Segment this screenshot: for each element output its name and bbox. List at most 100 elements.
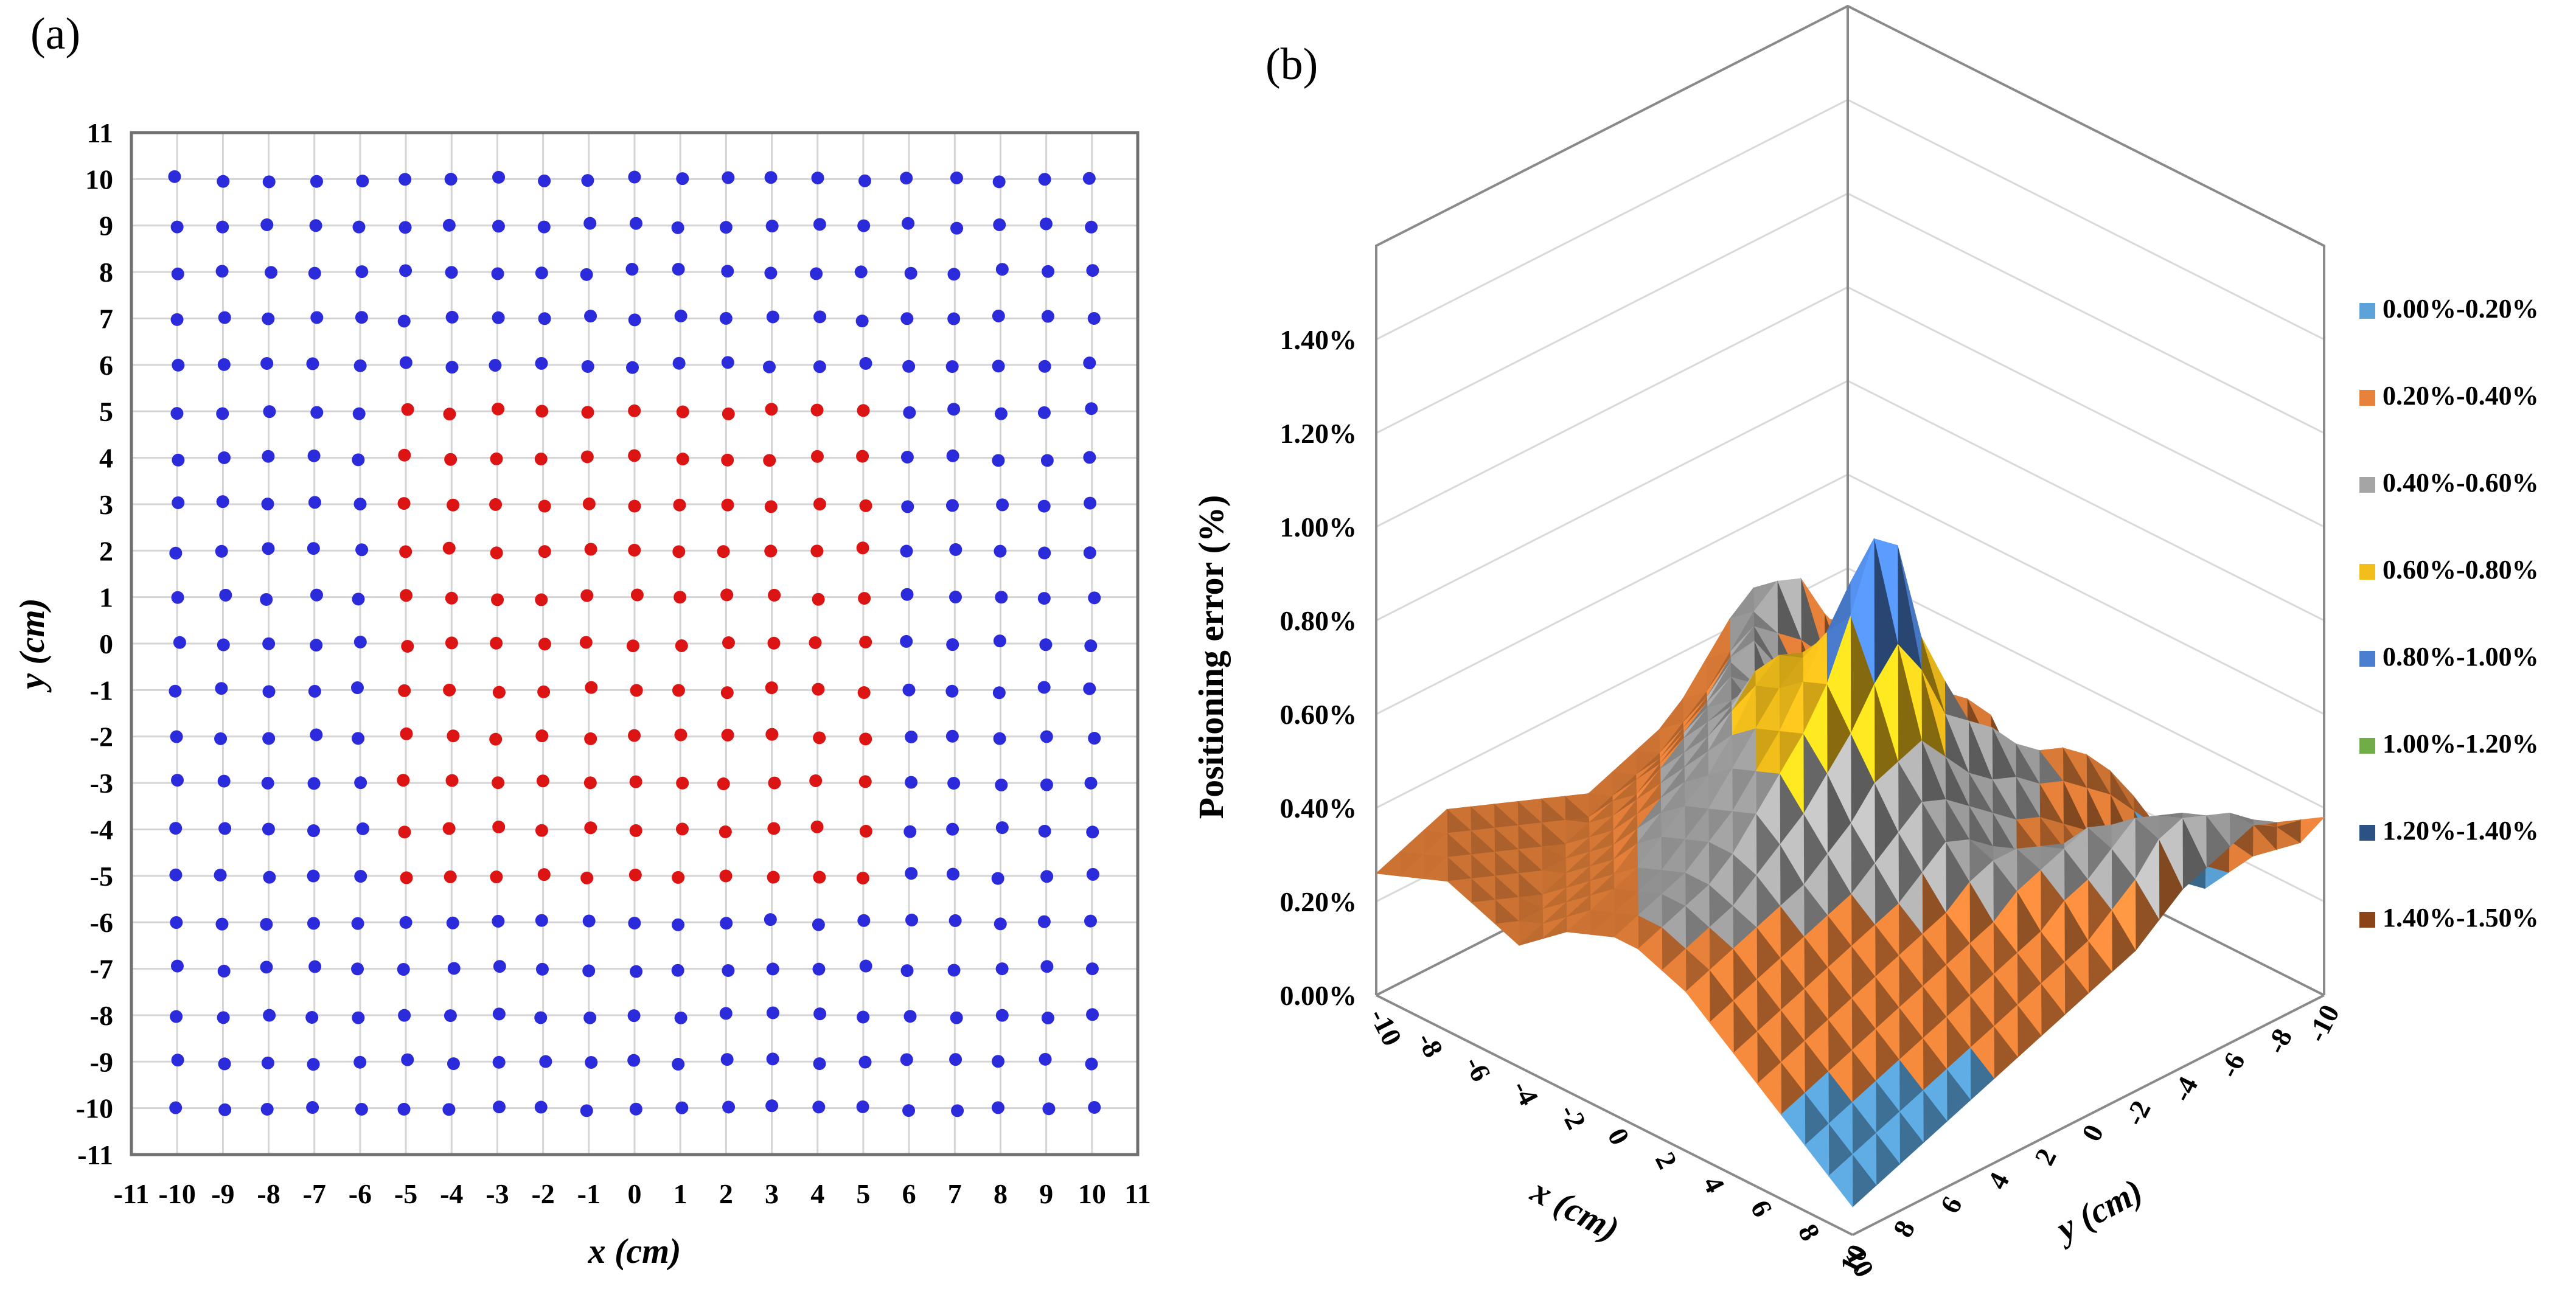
outer-test-point xyxy=(168,170,181,183)
y-tick-label: -8 xyxy=(2260,1024,2299,1058)
surface-facet xyxy=(1519,923,1544,946)
outer-test-point xyxy=(398,1009,411,1022)
outer-test-point xyxy=(1085,220,1098,234)
outer-test-point xyxy=(308,496,321,509)
outer-test-point xyxy=(1041,1011,1054,1024)
outer-test-point xyxy=(170,959,184,973)
outer-test-point xyxy=(994,544,1007,558)
outer-test-point xyxy=(170,220,184,234)
outer-test-point xyxy=(260,1102,274,1116)
legend-label: 0.00%-0.20% xyxy=(2383,294,2539,324)
x-tick-label: 4 xyxy=(810,1178,824,1209)
outer-test-point xyxy=(946,867,959,881)
x-tick-label: 8 xyxy=(1792,1219,1826,1246)
outer-test-point xyxy=(262,685,276,698)
outer-test-point xyxy=(535,266,548,280)
floor-front-edge-right xyxy=(1852,994,2325,1236)
outer-test-point xyxy=(720,917,733,930)
outer-test-point xyxy=(859,356,872,370)
central-test-point xyxy=(584,543,597,556)
outer-test-point xyxy=(219,588,232,602)
outer-test-point xyxy=(995,591,1008,604)
surface-facet xyxy=(1613,915,1639,950)
outer-test-point xyxy=(260,917,273,931)
y-tick-label: 1 xyxy=(99,582,113,613)
outer-test-point xyxy=(351,917,364,930)
outer-test-point xyxy=(310,175,323,188)
central-test-point xyxy=(721,498,734,512)
outer-test-point xyxy=(1040,960,1054,973)
outer-test-point xyxy=(1040,778,1053,791)
z-tick-label: 0.20% xyxy=(1280,886,1357,917)
outer-test-point xyxy=(492,311,505,324)
central-test-point xyxy=(812,683,825,696)
outer-test-point xyxy=(356,822,369,835)
outer-test-point xyxy=(171,591,184,604)
central-test-point xyxy=(397,497,411,510)
outer-test-point xyxy=(171,1054,184,1067)
surface-facet xyxy=(1756,1062,1782,1116)
central-test-point xyxy=(764,500,778,513)
central-test-point xyxy=(580,589,594,602)
outer-test-point xyxy=(671,964,684,977)
outer-test-point xyxy=(260,356,274,370)
outer-test-point xyxy=(1039,1052,1052,1066)
central-test-point xyxy=(442,541,456,555)
outer-test-point xyxy=(444,1009,457,1023)
outer-test-point xyxy=(1084,496,1097,510)
outer-test-point xyxy=(813,218,826,231)
outer-test-point xyxy=(950,1011,963,1024)
outer-test-point xyxy=(900,588,914,601)
central-test-point xyxy=(858,592,871,605)
central-test-point xyxy=(675,822,689,836)
outer-test-point xyxy=(766,1052,779,1066)
outer-test-point xyxy=(1088,591,1101,605)
outer-test-point xyxy=(169,546,183,560)
central-test-point xyxy=(856,541,869,555)
outer-test-point xyxy=(492,914,505,928)
outer-test-point xyxy=(903,825,917,838)
central-test-point xyxy=(722,407,735,420)
outer-test-point xyxy=(215,544,228,558)
outer-test-point xyxy=(580,268,593,281)
outer-test-point xyxy=(857,914,871,927)
outer-test-point xyxy=(352,407,366,420)
surface-facet xyxy=(1685,970,1710,1024)
surface-facet xyxy=(1399,830,1424,855)
outer-test-point xyxy=(722,964,735,977)
outer-test-point xyxy=(992,309,1005,322)
x-tick-label: 0 xyxy=(628,1178,642,1209)
outer-test-point xyxy=(308,266,321,280)
outer-test-point xyxy=(628,916,641,929)
x-tick-label: 9 xyxy=(1039,1178,1053,1209)
outer-test-point xyxy=(493,960,506,973)
outer-test-point xyxy=(674,1011,688,1024)
central-test-point xyxy=(721,728,734,742)
outer-test-point xyxy=(766,962,779,976)
outer-test-point xyxy=(355,1102,368,1116)
central-test-point xyxy=(719,869,733,883)
central-test-point xyxy=(810,544,824,558)
outer-test-point xyxy=(672,1057,685,1071)
outer-test-point xyxy=(945,360,959,374)
outer-test-point xyxy=(905,730,918,743)
central-test-point xyxy=(859,732,872,746)
x-tick-label: -4 xyxy=(1506,1075,1545,1110)
outer-test-point xyxy=(949,1053,963,1066)
y-tick-label: -4 xyxy=(90,814,113,845)
y-tick-label: -6 xyxy=(2213,1048,2251,1082)
outer-test-point xyxy=(171,774,184,787)
z-tick-label: 1.20% xyxy=(1280,418,1357,449)
outer-test-point xyxy=(905,867,918,880)
outer-test-point xyxy=(537,220,551,234)
outer-test-point xyxy=(444,173,458,186)
outer-test-point xyxy=(627,1054,641,1067)
central-test-point xyxy=(857,404,870,417)
central-test-point xyxy=(676,453,689,466)
legend-swatch xyxy=(2359,651,2375,667)
outer-test-point xyxy=(996,498,1009,512)
outer-test-point xyxy=(354,869,367,883)
outer-test-point xyxy=(626,361,639,374)
outer-test-point xyxy=(445,361,459,374)
